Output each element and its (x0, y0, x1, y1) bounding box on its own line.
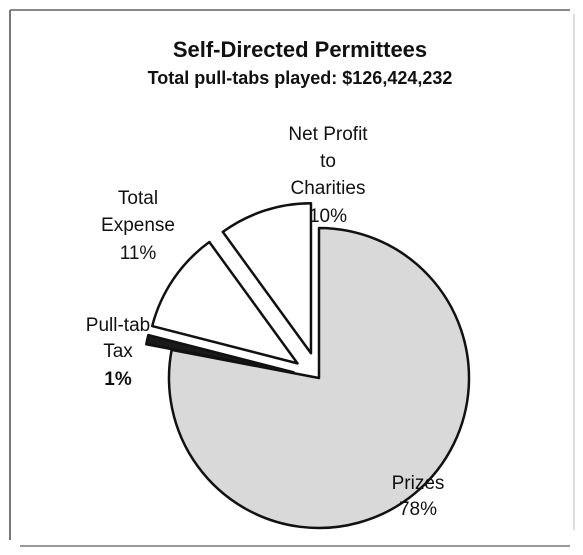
slice-value-total-expense: 11% (120, 243, 157, 264)
slice-value-net-profit: 10% (309, 206, 347, 227)
pie-slice-net-profit-to-charities (221, 202, 313, 355)
slice-label-net-profit-1: Net Profit (288, 124, 368, 145)
chart-title: Self-Directed Permittees (173, 37, 427, 62)
pie-slices (145, 202, 471, 530)
slice-label-total-expense-1: Total (118, 188, 158, 209)
pie-slice-prizes (167, 226, 471, 530)
slice-value-prizes: 78% (399, 499, 437, 520)
slice-label-prizes: Prizes (392, 473, 445, 494)
slice-value-pull-tab-tax: 1% (104, 369, 132, 390)
chart-subtitle: Total pull-tabs played: $126,424,232 (148, 68, 453, 88)
pie-slice-total-expense (150, 240, 299, 365)
slice-label-pull-tab-tax-1: Pull-tab (86, 315, 150, 336)
slice-label-net-profit-3: Charities (291, 178, 366, 199)
pie-slice-pull-tab-tax (145, 333, 295, 374)
slice-label-pull-tab-tax-2: Tax (103, 341, 133, 362)
slice-label-net-profit-2: to (320, 151, 336, 172)
slice-label-total-expense-2: Expense (101, 215, 175, 236)
